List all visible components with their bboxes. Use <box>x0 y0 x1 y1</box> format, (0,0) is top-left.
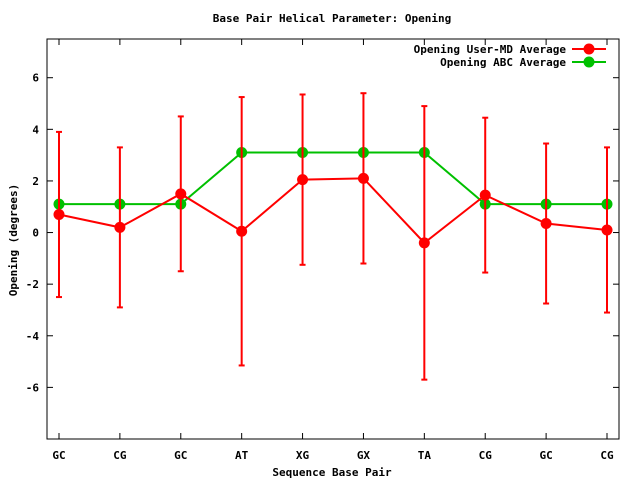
x-tick-label: GX <box>357 449 371 462</box>
x-tick-label: CG <box>113 449 127 462</box>
y-tick-label: 6 <box>32 72 39 85</box>
series-line-abc <box>59 151 607 206</box>
x-tick-label: GC <box>174 449 187 462</box>
data-point-user-md <box>53 208 65 220</box>
y-tick-label: -4 <box>26 330 40 343</box>
x-tick-label: CG <box>479 449 493 462</box>
chart-title: Base Pair Helical Parameter: Opening <box>213 12 451 25</box>
x-tick-label: GC <box>52 449 65 462</box>
y-axis-label: Opening (degrees) <box>7 184 20 297</box>
plot-frame <box>46 38 620 440</box>
x-axis-label: Sequence Base Pair <box>272 466 392 479</box>
legend-marker-user-md <box>583 43 595 55</box>
data-point-user-md <box>297 174 309 186</box>
data-point-user-md <box>236 225 248 237</box>
series-line-user-md <box>58 177 608 245</box>
data-point-user-md <box>357 172 369 184</box>
y-tick-label: 4 <box>32 123 39 136</box>
x-tick-label: XG <box>296 449 310 462</box>
legend-label-abc: Opening ABC Average <box>440 56 566 69</box>
legend-marker-abc <box>583 56 595 68</box>
x-tick-label: AT <box>235 449 249 462</box>
data-point-user-md <box>540 218 552 230</box>
data-point-user-md <box>114 221 126 233</box>
x-tick-label: CG <box>600 449 614 462</box>
y-tick-label: 2 <box>32 175 39 188</box>
x-tick-label: TA <box>418 449 432 462</box>
x-tick-label: GC <box>539 449 552 462</box>
y-tick-label: -2 <box>26 278 39 291</box>
data-point-user-md <box>175 188 187 200</box>
data-point-user-md <box>479 189 491 201</box>
legend-label-user-md: Opening User-MD Average <box>414 43 567 56</box>
data-point-user-md <box>418 237 430 249</box>
y-tick-label: 0 <box>32 227 39 240</box>
data-point-user-md <box>601 224 613 236</box>
y-tick-label: -6 <box>26 381 40 394</box>
